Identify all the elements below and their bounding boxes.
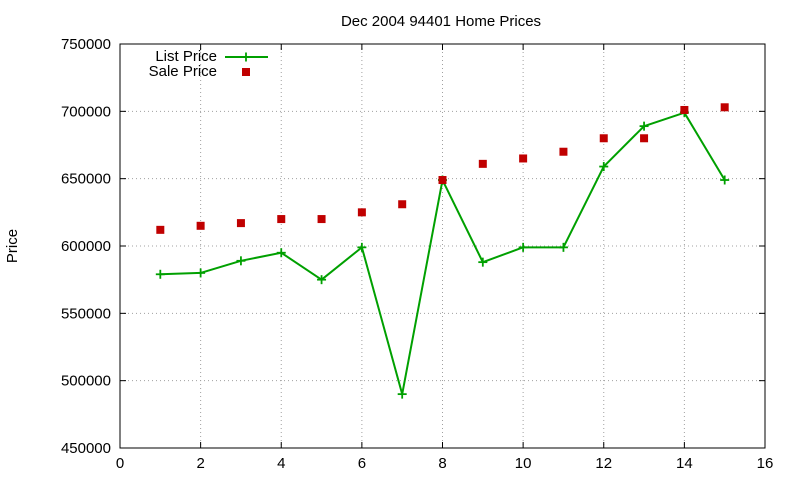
x-tick-label: 6 bbox=[358, 455, 366, 472]
sale-price-point bbox=[277, 215, 286, 224]
list-price-point bbox=[599, 162, 609, 172]
sale-price-point bbox=[236, 219, 245, 228]
y-tick-label: 550000 bbox=[61, 305, 111, 322]
y-tick-label: 700000 bbox=[61, 103, 111, 120]
x-tick-label: 8 bbox=[438, 455, 446, 472]
sale-price-point bbox=[599, 134, 608, 143]
legend-marker-list-price bbox=[241, 52, 251, 62]
y-tick-label: 750000 bbox=[61, 36, 111, 53]
x-tick-label: 0 bbox=[116, 455, 124, 472]
y-tick-label: 600000 bbox=[61, 238, 111, 255]
tick-layer: 0 2 4 6 8 10 12 14 16 450000 500000 550000 600000 650… bbox=[61, 36, 773, 472]
list-price-point bbox=[518, 242, 528, 252]
list-price-point bbox=[478, 257, 488, 267]
legend: List Price Sale Price bbox=[149, 48, 268, 80]
sale-price-point bbox=[357, 208, 366, 217]
sale-price-point bbox=[156, 225, 165, 234]
list-price-point bbox=[639, 121, 649, 131]
sale-price-point bbox=[559, 147, 568, 156]
grid-layer bbox=[120, 44, 765, 448]
list-price-point bbox=[558, 242, 568, 252]
sale-price-point bbox=[640, 134, 649, 143]
series-layer bbox=[155, 103, 730, 399]
list-price-line bbox=[160, 111, 726, 396]
x-tick-label: 10 bbox=[515, 455, 532, 472]
legend-marker-sale-price bbox=[242, 68, 250, 76]
sale-price-point bbox=[438, 176, 447, 185]
legend-label-sale-price: Sale Price bbox=[149, 63, 217, 80]
x-tick-label: 16 bbox=[757, 455, 774, 472]
y-axis-title: Price bbox=[4, 229, 21, 263]
legend-marks bbox=[225, 52, 268, 76]
sale-price-point bbox=[196, 221, 205, 230]
x-tick-label: 14 bbox=[676, 455, 693, 472]
x-tick-label: 4 bbox=[277, 455, 285, 472]
x-tick-label: 2 bbox=[196, 455, 204, 472]
list-price-point bbox=[397, 389, 407, 399]
sale-price-point bbox=[398, 200, 407, 209]
legend-label-list-price: List Price bbox=[155, 48, 217, 65]
sale-price-point bbox=[680, 105, 689, 114]
y-tick-label: 500000 bbox=[61, 373, 111, 390]
list-price-point bbox=[196, 268, 206, 278]
list-price-point bbox=[276, 248, 286, 258]
y-tick-label: 450000 bbox=[61, 440, 111, 457]
sale-price-point bbox=[478, 159, 487, 168]
sale-price-point bbox=[317, 215, 326, 224]
list-price-point bbox=[720, 175, 730, 185]
list-price-point bbox=[155, 269, 165, 279]
list-price-point bbox=[357, 242, 367, 252]
chart-title: Dec 2004 94401 Home Prices bbox=[341, 13, 541, 30]
x-tick-label: 12 bbox=[595, 455, 612, 472]
list-price-point bbox=[317, 275, 327, 285]
sale-price-point bbox=[519, 154, 528, 163]
sale-price-point bbox=[720, 103, 729, 112]
y-tick-label: 650000 bbox=[61, 171, 111, 188]
list-price-point bbox=[236, 256, 246, 266]
